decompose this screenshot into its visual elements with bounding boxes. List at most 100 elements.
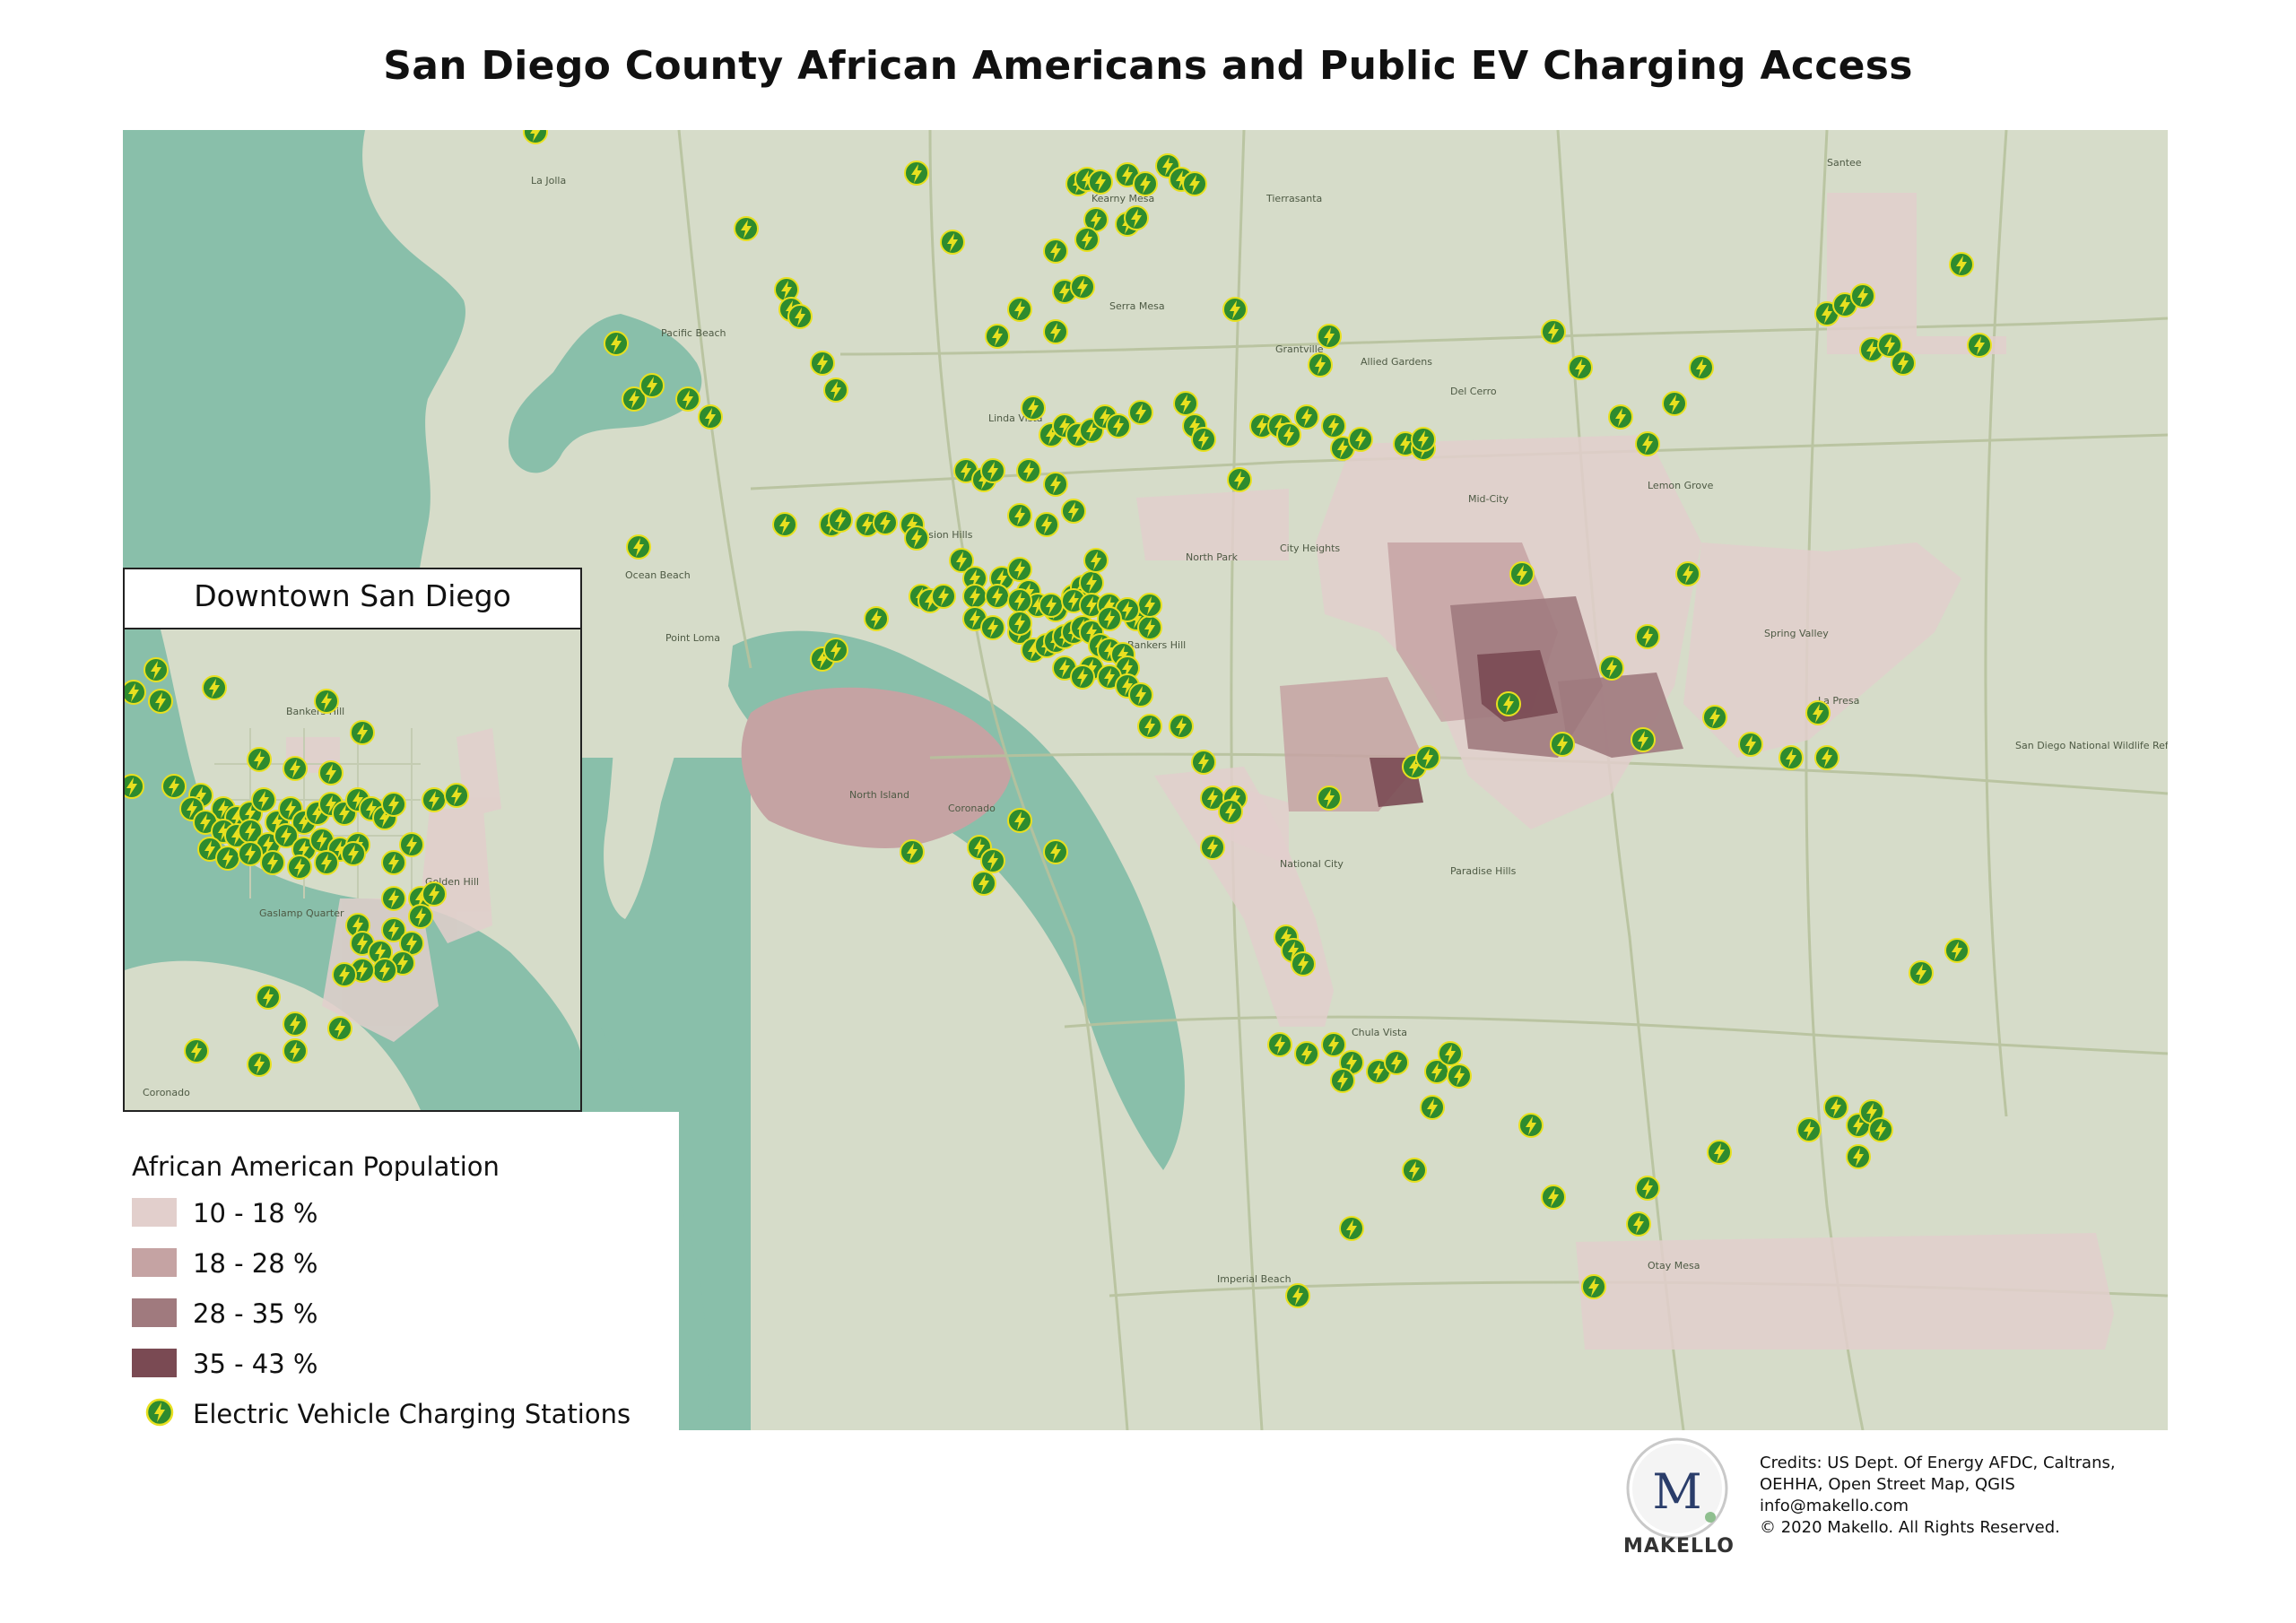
ev-station-marker[interactable] bbox=[1070, 274, 1095, 299]
ev-station-marker[interactable] bbox=[1039, 593, 1064, 618]
ev-station-marker[interactable] bbox=[247, 747, 272, 772]
ev-station-marker[interactable] bbox=[381, 792, 406, 817]
ev-station-marker[interactable] bbox=[287, 855, 312, 880]
ev-station-marker[interactable] bbox=[1191, 750, 1216, 775]
ev-station-marker[interactable] bbox=[1402, 1158, 1427, 1183]
ev-station-marker[interactable] bbox=[247, 1052, 272, 1077]
ev-station-marker[interactable] bbox=[1779, 745, 1804, 770]
ev-station-marker[interactable] bbox=[828, 508, 853, 533]
ev-station-marker[interactable] bbox=[810, 351, 835, 376]
ev-station-marker[interactable] bbox=[1823, 1095, 1848, 1120]
ev-station-marker[interactable] bbox=[639, 373, 665, 398]
ev-station-marker[interactable] bbox=[1317, 324, 1342, 349]
ev-station-marker[interactable] bbox=[1348, 427, 1373, 452]
ev-station-marker[interactable] bbox=[1043, 239, 1068, 264]
ev-station-marker[interactable] bbox=[1707, 1140, 1732, 1165]
ev-station-marker[interactable] bbox=[1496, 691, 1521, 716]
ev-station-marker[interactable] bbox=[1169, 714, 1194, 739]
ev-station-marker[interactable] bbox=[144, 657, 169, 682]
ev-station-marker[interactable] bbox=[1541, 319, 1566, 344]
ev-station-marker[interactable] bbox=[940, 230, 965, 255]
ev-station-marker[interactable] bbox=[1796, 1117, 1822, 1142]
ev-station-marker[interactable] bbox=[1007, 808, 1032, 833]
ev-station-marker[interactable] bbox=[980, 615, 1005, 640]
ev-station-marker[interactable] bbox=[900, 839, 925, 864]
ev-station-marker[interactable] bbox=[422, 787, 447, 812]
ev-station-marker[interactable] bbox=[184, 1038, 209, 1063]
ev-station-marker[interactable] bbox=[1083, 548, 1109, 573]
ev-station-marker[interactable] bbox=[1330, 1068, 1355, 1093]
ev-station-marker[interactable] bbox=[1285, 1283, 1310, 1308]
ev-station-marker[interactable] bbox=[931, 584, 956, 609]
ev-station-marker[interactable] bbox=[962, 584, 987, 609]
ev-station-marker[interactable] bbox=[985, 324, 1010, 349]
ev-station-marker[interactable] bbox=[1007, 611, 1032, 636]
ev-station-marker[interactable] bbox=[215, 846, 240, 871]
ev-station-marker[interactable] bbox=[1043, 839, 1068, 864]
ev-station-marker[interactable] bbox=[350, 720, 375, 745]
ev-station-marker[interactable] bbox=[1909, 960, 1934, 985]
ev-station-marker[interactable] bbox=[1944, 938, 1970, 963]
ev-station-marker[interactable] bbox=[985, 584, 1010, 609]
ev-station-marker[interactable] bbox=[1128, 400, 1153, 425]
ev-station-marker[interactable] bbox=[1846, 1144, 1871, 1169]
ev-station-marker[interactable] bbox=[904, 161, 929, 186]
ev-station-marker[interactable] bbox=[381, 850, 406, 875]
ev-station-marker[interactable] bbox=[1317, 785, 1342, 811]
ev-station-marker[interactable] bbox=[1200, 835, 1225, 860]
ev-station-marker[interactable] bbox=[1568, 355, 1593, 380]
ev-station-marker[interactable] bbox=[1550, 732, 1575, 757]
ev-station-marker[interactable] bbox=[1200, 785, 1225, 811]
ev-station-marker[interactable] bbox=[980, 848, 1005, 873]
ev-station-marker[interactable] bbox=[1061, 499, 1086, 524]
ev-station-marker[interactable] bbox=[1267, 1032, 1292, 1057]
ev-station-marker[interactable] bbox=[1339, 1216, 1364, 1241]
ev-station-marker[interactable] bbox=[1218, 799, 1243, 824]
ev-station-marker[interactable] bbox=[1608, 404, 1633, 430]
ev-station-marker[interactable] bbox=[1128, 682, 1153, 707]
ev-station-marker[interactable] bbox=[1007, 503, 1032, 528]
ev-station-marker[interactable] bbox=[422, 881, 447, 907]
ev-station-marker[interactable] bbox=[1635, 431, 1660, 456]
ev-station-marker[interactable] bbox=[318, 760, 344, 785]
ev-station-marker[interactable] bbox=[864, 606, 889, 631]
ev-station-marker[interactable] bbox=[260, 850, 285, 875]
ev-station-marker[interactable] bbox=[1007, 557, 1032, 582]
ev-station-marker[interactable] bbox=[1074, 227, 1100, 252]
ev-station-marker[interactable] bbox=[332, 962, 357, 987]
ev-station-marker[interactable] bbox=[1321, 1032, 1346, 1057]
ev-station-marker[interactable] bbox=[251, 787, 276, 812]
ev-station-marker[interactable] bbox=[1635, 1176, 1660, 1201]
ev-station-marker[interactable] bbox=[341, 841, 366, 866]
ev-station-marker[interactable] bbox=[1541, 1185, 1566, 1210]
ev-station-marker[interactable] bbox=[1805, 700, 1831, 725]
ev-station-marker[interactable] bbox=[1097, 606, 1122, 631]
ev-station-marker[interactable] bbox=[314, 689, 339, 714]
ev-station-marker[interactable] bbox=[1321, 413, 1346, 438]
ev-station-marker[interactable] bbox=[1106, 413, 1131, 438]
ev-station-marker[interactable] bbox=[1447, 1063, 1472, 1089]
ev-station-marker[interactable] bbox=[125, 774, 144, 799]
ev-station-marker[interactable] bbox=[1814, 745, 1839, 770]
ev-station-marker[interactable] bbox=[399, 832, 424, 857]
ev-station-marker[interactable] bbox=[1007, 297, 1032, 322]
ev-station-marker[interactable] bbox=[1415, 745, 1440, 770]
ev-station-marker[interactable] bbox=[1137, 714, 1162, 739]
ev-station-marker[interactable] bbox=[823, 378, 848, 403]
ev-station-marker[interactable] bbox=[1016, 458, 1041, 483]
ev-station-marker[interactable] bbox=[1133, 171, 1158, 196]
ev-station-marker[interactable] bbox=[381, 886, 406, 911]
ev-station-marker[interactable] bbox=[202, 675, 227, 700]
ev-station-marker[interactable] bbox=[381, 917, 406, 942]
ev-station-marker[interactable] bbox=[1043, 472, 1068, 497]
ev-station-marker[interactable] bbox=[1124, 205, 1149, 230]
ev-station-marker[interactable] bbox=[626, 534, 651, 560]
ev-station-marker[interactable] bbox=[823, 638, 848, 663]
ev-station-marker[interactable] bbox=[408, 904, 433, 929]
ev-station-marker[interactable] bbox=[772, 512, 797, 537]
ev-station-marker[interactable] bbox=[1222, 297, 1248, 322]
ev-station-marker[interactable] bbox=[1626, 1211, 1651, 1237]
ev-station-marker[interactable] bbox=[314, 850, 339, 875]
ev-station-marker[interactable] bbox=[125, 680, 146, 705]
ev-station-marker[interactable] bbox=[1308, 352, 1333, 378]
